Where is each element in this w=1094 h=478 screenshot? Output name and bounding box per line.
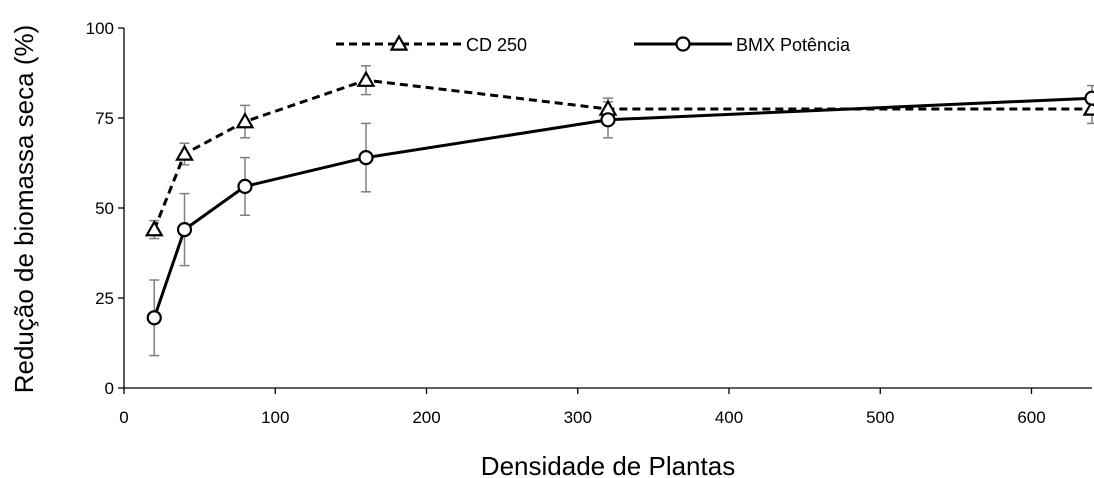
- legend-label-bmx: BMX Potência: [736, 35, 851, 55]
- y-tick-label: 100: [86, 19, 114, 38]
- data-point-cd250: [175, 144, 194, 161]
- legend-marker-cd250: [389, 34, 409, 51]
- data-point-bmx: [146, 310, 162, 326]
- x-tick-label: 500: [866, 408, 894, 427]
- x-tick-label: 0: [119, 408, 128, 427]
- legend-label-cd250: CD 250: [466, 35, 527, 55]
- series-markers: [144, 70, 1094, 326]
- series-lines: [152, 78, 1093, 319]
- x-axis-title: Densidade de Plantas: [481, 451, 735, 478]
- y-tick-label: 0: [105, 379, 114, 398]
- data-point-bmx: [176, 222, 193, 238]
- series-line-bmx: [152, 96, 1093, 319]
- data-point-bmx: [237, 178, 253, 194]
- data-point-bmx: [1084, 90, 1094, 106]
- x-tick-label: 400: [715, 408, 743, 427]
- legend-marker-bmx: [675, 36, 691, 52]
- data-point-cd250: [144, 219, 164, 237]
- x-tick-label: 200: [412, 408, 440, 427]
- y-axis-title: Redução de biomassa seca (%): [9, 25, 39, 394]
- data-point-cd250: [356, 70, 376, 87]
- legend: CD 250 BMX Potência: [336, 34, 851, 55]
- y-tick-label: 75: [95, 109, 114, 128]
- y-tick-label: 50: [95, 199, 114, 218]
- data-point-bmx: [600, 112, 616, 128]
- y-tick-label: 25: [95, 289, 114, 308]
- data-point-cd250: [235, 111, 255, 129]
- x-tick-label: 600: [1017, 408, 1045, 427]
- data-point-bmx: [358, 150, 374, 166]
- axes: 0 25 50 75 100 0 100 200 300 400 500 600: [86, 19, 1092, 427]
- x-tick-label: 100: [261, 408, 289, 427]
- series-line-cd250: [152, 78, 1092, 231]
- x-tick-label: 300: [564, 408, 592, 427]
